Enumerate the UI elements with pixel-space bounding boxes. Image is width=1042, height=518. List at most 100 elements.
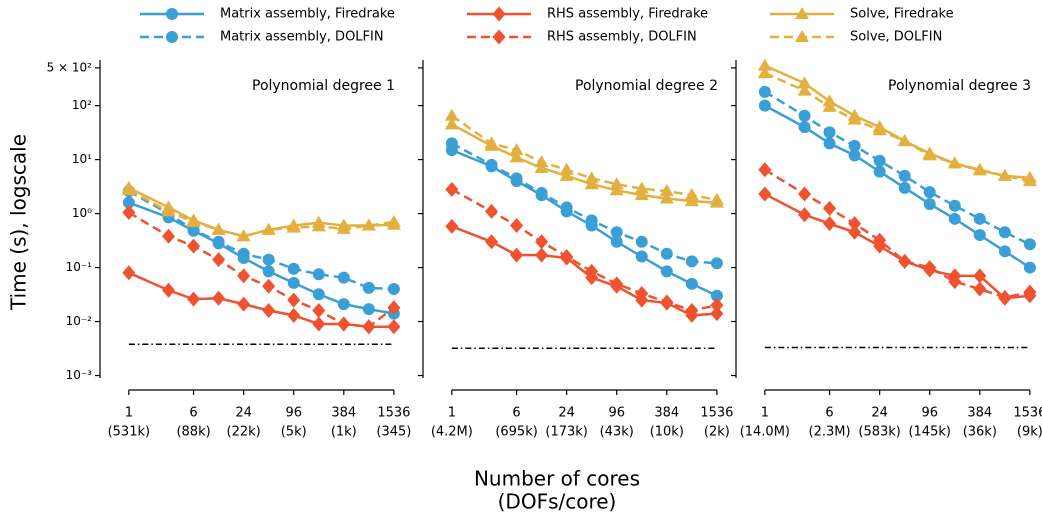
marker <box>444 108 459 121</box>
marker <box>923 260 937 276</box>
marker <box>237 247 250 260</box>
marker <box>635 235 648 248</box>
marker <box>848 139 861 152</box>
marker <box>445 181 459 197</box>
marker <box>122 265 136 281</box>
series-line <box>764 168 1031 299</box>
marker <box>311 219 326 232</box>
marker <box>485 158 498 171</box>
marker <box>122 204 136 220</box>
x-tick-sublabel: (10k) <box>650 425 684 440</box>
marker <box>585 214 598 227</box>
marker <box>610 226 623 239</box>
marker <box>261 222 276 235</box>
x-tick-label: 384 <box>331 406 356 421</box>
marker <box>798 121 811 134</box>
marker <box>823 200 837 216</box>
marker <box>1023 284 1037 300</box>
legend-marker <box>795 30 809 42</box>
x-tick-label: 1536 <box>377 406 410 421</box>
marker <box>923 198 936 211</box>
marker <box>998 289 1012 305</box>
marker <box>823 216 837 232</box>
marker <box>948 199 961 212</box>
marker <box>972 162 987 175</box>
marker <box>535 187 548 200</box>
marker <box>287 292 301 308</box>
marker <box>710 257 723 270</box>
legend-label: Solve, Firedrake <box>850 7 954 22</box>
x-tick-sublabel: (2k) <box>704 425 730 440</box>
legend-label: RHS assembly, DOLFIN <box>547 30 697 45</box>
marker <box>510 172 523 185</box>
x-tick-label: 1 <box>448 406 456 421</box>
marker <box>286 220 301 233</box>
marker <box>898 169 911 182</box>
marker <box>287 307 301 323</box>
marker <box>610 235 623 248</box>
legend-marker <box>492 29 506 45</box>
marker <box>634 188 649 201</box>
legend-marker <box>166 31 178 43</box>
marker <box>847 112 862 125</box>
legend-label: Solve, DOLFIN <box>850 30 942 45</box>
marker <box>559 162 574 175</box>
marker <box>287 262 300 275</box>
marker <box>609 183 624 196</box>
marker <box>848 149 861 162</box>
panel-title: Polynomial degree 2 <box>575 78 718 94</box>
y-tick-label: 10⁻³ <box>66 368 93 382</box>
x-tick-sublabel: (22k) <box>227 425 261 440</box>
x-tick-label: 6 <box>189 406 197 421</box>
marker <box>262 253 275 266</box>
marker <box>362 303 375 316</box>
series-line <box>128 189 395 238</box>
marker <box>684 188 699 201</box>
x-tick-label: 96 <box>921 406 938 421</box>
marker <box>237 268 251 284</box>
x-tick-label: 24 <box>235 406 252 421</box>
marker <box>559 168 574 181</box>
x-tick-label: 24 <box>558 406 575 421</box>
marker <box>162 228 176 244</box>
marker <box>685 277 698 290</box>
marker <box>262 265 275 278</box>
marker <box>757 66 772 79</box>
marker <box>610 276 624 292</box>
legend-label: Matrix assembly, DOLFIN <box>220 30 384 45</box>
marker <box>710 289 723 302</box>
marker <box>798 207 812 223</box>
marker <box>236 229 251 242</box>
legend-label: Matrix assembly, Firedrake <box>220 7 395 22</box>
marker <box>685 303 699 319</box>
marker <box>336 221 351 234</box>
marker <box>186 214 201 227</box>
marker <box>923 186 936 199</box>
marker <box>560 201 573 214</box>
marker <box>387 319 401 335</box>
marker <box>973 281 987 297</box>
marker <box>445 218 459 234</box>
marker <box>187 238 201 254</box>
marker <box>485 203 499 219</box>
marker <box>212 252 226 268</box>
marker <box>797 76 812 89</box>
panel-title: Polynomial degree 3 <box>888 78 1031 94</box>
legend-label: RHS assembly, Firedrake <box>547 7 708 22</box>
marker <box>757 58 772 71</box>
marker <box>387 283 400 296</box>
marker <box>609 177 624 190</box>
marker <box>898 253 912 269</box>
legend-marker <box>795 7 809 19</box>
marker <box>312 303 326 319</box>
marker <box>823 126 836 139</box>
marker <box>337 298 350 311</box>
legend-marker <box>166 8 178 20</box>
marker <box>798 186 812 202</box>
marker <box>510 247 524 263</box>
marker <box>362 281 375 294</box>
y-tick-label: 5 × 10² <box>47 60 93 74</box>
marker <box>973 268 987 284</box>
x-tick-label: 6 <box>825 406 833 421</box>
